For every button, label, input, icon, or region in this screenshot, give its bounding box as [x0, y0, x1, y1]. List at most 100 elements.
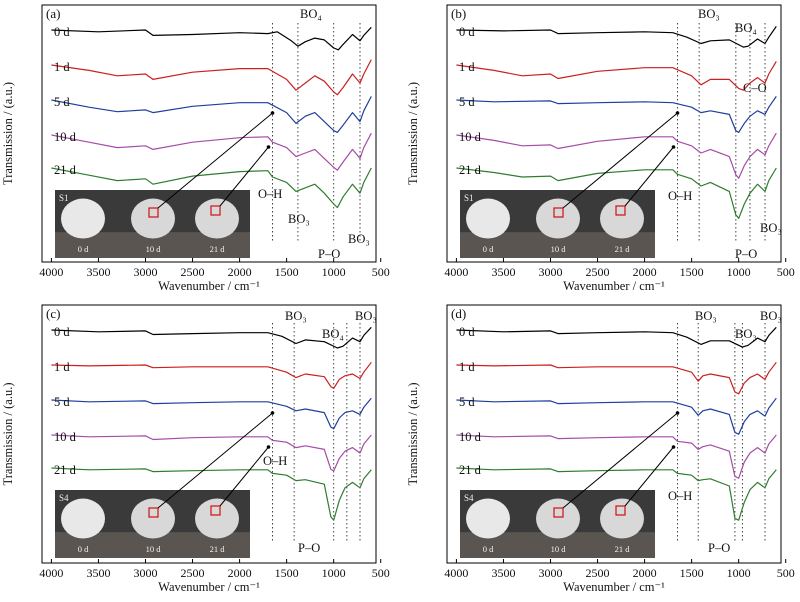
panel-4: (d) 4000 3500 3000 2500 2000 1500 1000 500 Wavenu…	[406, 304, 795, 594]
y-axis-label: Transmission / (a.u.)	[406, 82, 420, 185]
highlight-box	[148, 507, 159, 518]
series-line-0d	[51, 326, 372, 349]
arrow-head	[266, 445, 271, 449]
series-label: 1 d	[54, 60, 70, 74]
pointer-arrow	[219, 146, 269, 207]
band-label: O–H	[668, 189, 692, 203]
sample-photo-inset: 0 d 10 d 21 d S1	[55, 190, 250, 258]
band-label: BO₃	[698, 7, 720, 21]
band-label: P–O	[298, 541, 320, 555]
series-label: 10 d	[54, 130, 77, 144]
series-label: 0 d	[54, 325, 70, 339]
photo-day-label: 10 d	[146, 244, 162, 254]
sample-disc	[61, 498, 105, 539]
series-line-5d	[456, 397, 777, 435]
panels: (a) 4000 3500 3000 2500 2000 1500 1000 500 Wavenu…	[1, 4, 795, 594]
x-tick-label: 1000	[727, 265, 751, 279]
series-line-21d	[51, 167, 372, 209]
x-tick-label: 3500	[491, 566, 515, 580]
highlight-box	[210, 505, 221, 516]
panel-label: (d)	[451, 306, 466, 321]
photo-sample-label: S1	[464, 193, 474, 203]
series-line-5d	[456, 96, 777, 133]
band-label: O–H	[263, 454, 287, 468]
series-label: 21 d	[459, 163, 482, 177]
x-tick-label: 500	[372, 265, 390, 279]
x-tick-label: 4000	[39, 566, 63, 580]
band-label: BO₃	[760, 309, 782, 323]
band-label: P–O	[708, 541, 730, 555]
x-tick-label: 2000	[633, 566, 657, 580]
pointer-arrow	[219, 446, 269, 507]
photo-day-label: 0 d	[483, 244, 494, 254]
series-line-21d	[51, 467, 372, 521]
arrow-head	[270, 411, 275, 415]
x-tick-label: 2500	[181, 265, 205, 279]
series-line-10d	[456, 434, 777, 479]
arrow-head	[671, 445, 676, 449]
x-tick-label: 500	[777, 566, 795, 580]
x-tick-label: 1000	[322, 265, 346, 279]
band-label: BO₃	[288, 212, 310, 226]
series-label: 10 d	[54, 430, 77, 444]
x-tick-label: 2500	[586, 566, 610, 580]
band-label: BO₃	[735, 327, 757, 341]
band-label: BO₃	[760, 221, 782, 235]
series-label: 10 d	[459, 430, 482, 444]
y-axis-label: Transmission / (a.u.)	[1, 382, 15, 485]
x-axis-label: Wavenumber / cm⁻¹	[563, 279, 665, 293]
band-label: BO₄	[300, 7, 322, 21]
series-line-5d	[51, 96, 372, 133]
band-label: BO₃	[348, 232, 370, 246]
panel-1: (a) 4000 3500 3000 2500 2000 1500 1000 500 Wavenu…	[1, 4, 390, 293]
sample-disc	[600, 498, 644, 539]
arrow-head	[675, 111, 680, 115]
series-label: 21 d	[54, 163, 77, 177]
x-tick-label: 1000	[727, 566, 751, 580]
series-line-1d	[51, 59, 372, 96]
series-label: 1 d	[459, 60, 475, 74]
arrow-head	[266, 145, 271, 149]
x-tick-label: 1500	[275, 566, 299, 580]
photo-day-label: 0 d	[78, 244, 89, 254]
series-line-10d	[51, 434, 372, 472]
x-tick-label: 1500	[680, 566, 704, 580]
pointer-arrow	[562, 412, 678, 509]
plot-frame	[446, 304, 782, 564]
arrow-head	[270, 111, 275, 115]
band-label: BO₃	[285, 309, 307, 323]
x-tick-label: 2000	[228, 265, 252, 279]
photo-day-label: 10 d	[146, 544, 162, 554]
x-tick-label: 4000	[444, 265, 468, 279]
band-label: O–H	[258, 187, 282, 201]
series-line-21d	[456, 167, 777, 219]
x-tick-label: 2500	[586, 265, 610, 279]
sample-disc	[61, 198, 105, 239]
x-tick-label: 3000	[133, 566, 157, 580]
series-label: 0 d	[459, 325, 475, 339]
sample-disc	[536, 198, 580, 239]
sample-photo-inset: 0 d 10 d 21 d S1	[460, 190, 655, 258]
sample-photo-inset: 0 d 10 d 21 d S4	[55, 490, 250, 558]
series-line-10d	[51, 132, 372, 171]
series-line-21d	[456, 467, 777, 521]
x-axis-label: Wavenumber / cm⁻¹	[158, 580, 260, 594]
photo-day-label: 10 d	[551, 544, 567, 554]
series-line-1d	[456, 361, 777, 395]
sample-photo-inset: 0 d 10 d 21 d S4	[460, 490, 655, 558]
x-tick-label: 500	[372, 566, 390, 580]
series-label: 10 d	[459, 130, 482, 144]
x-tick-label: 3500	[86, 265, 110, 279]
band-label: P–O	[318, 247, 340, 261]
photo-day-label: 10 d	[551, 244, 567, 254]
x-tick-label: 2000	[633, 265, 657, 279]
sample-disc	[195, 198, 239, 239]
y-axis-label: Transmission / (a.u.)	[406, 382, 420, 485]
photo-day-label: 0 d	[483, 544, 494, 554]
band-label: P–O	[735, 247, 757, 261]
series-line-0d	[456, 26, 777, 48]
photo-day-label: 0 d	[78, 544, 89, 554]
y-axis-label: Transmission / (a.u.)	[1, 82, 15, 185]
series-label: 5 d	[459, 95, 475, 109]
x-tick-label: 1000	[322, 566, 346, 580]
